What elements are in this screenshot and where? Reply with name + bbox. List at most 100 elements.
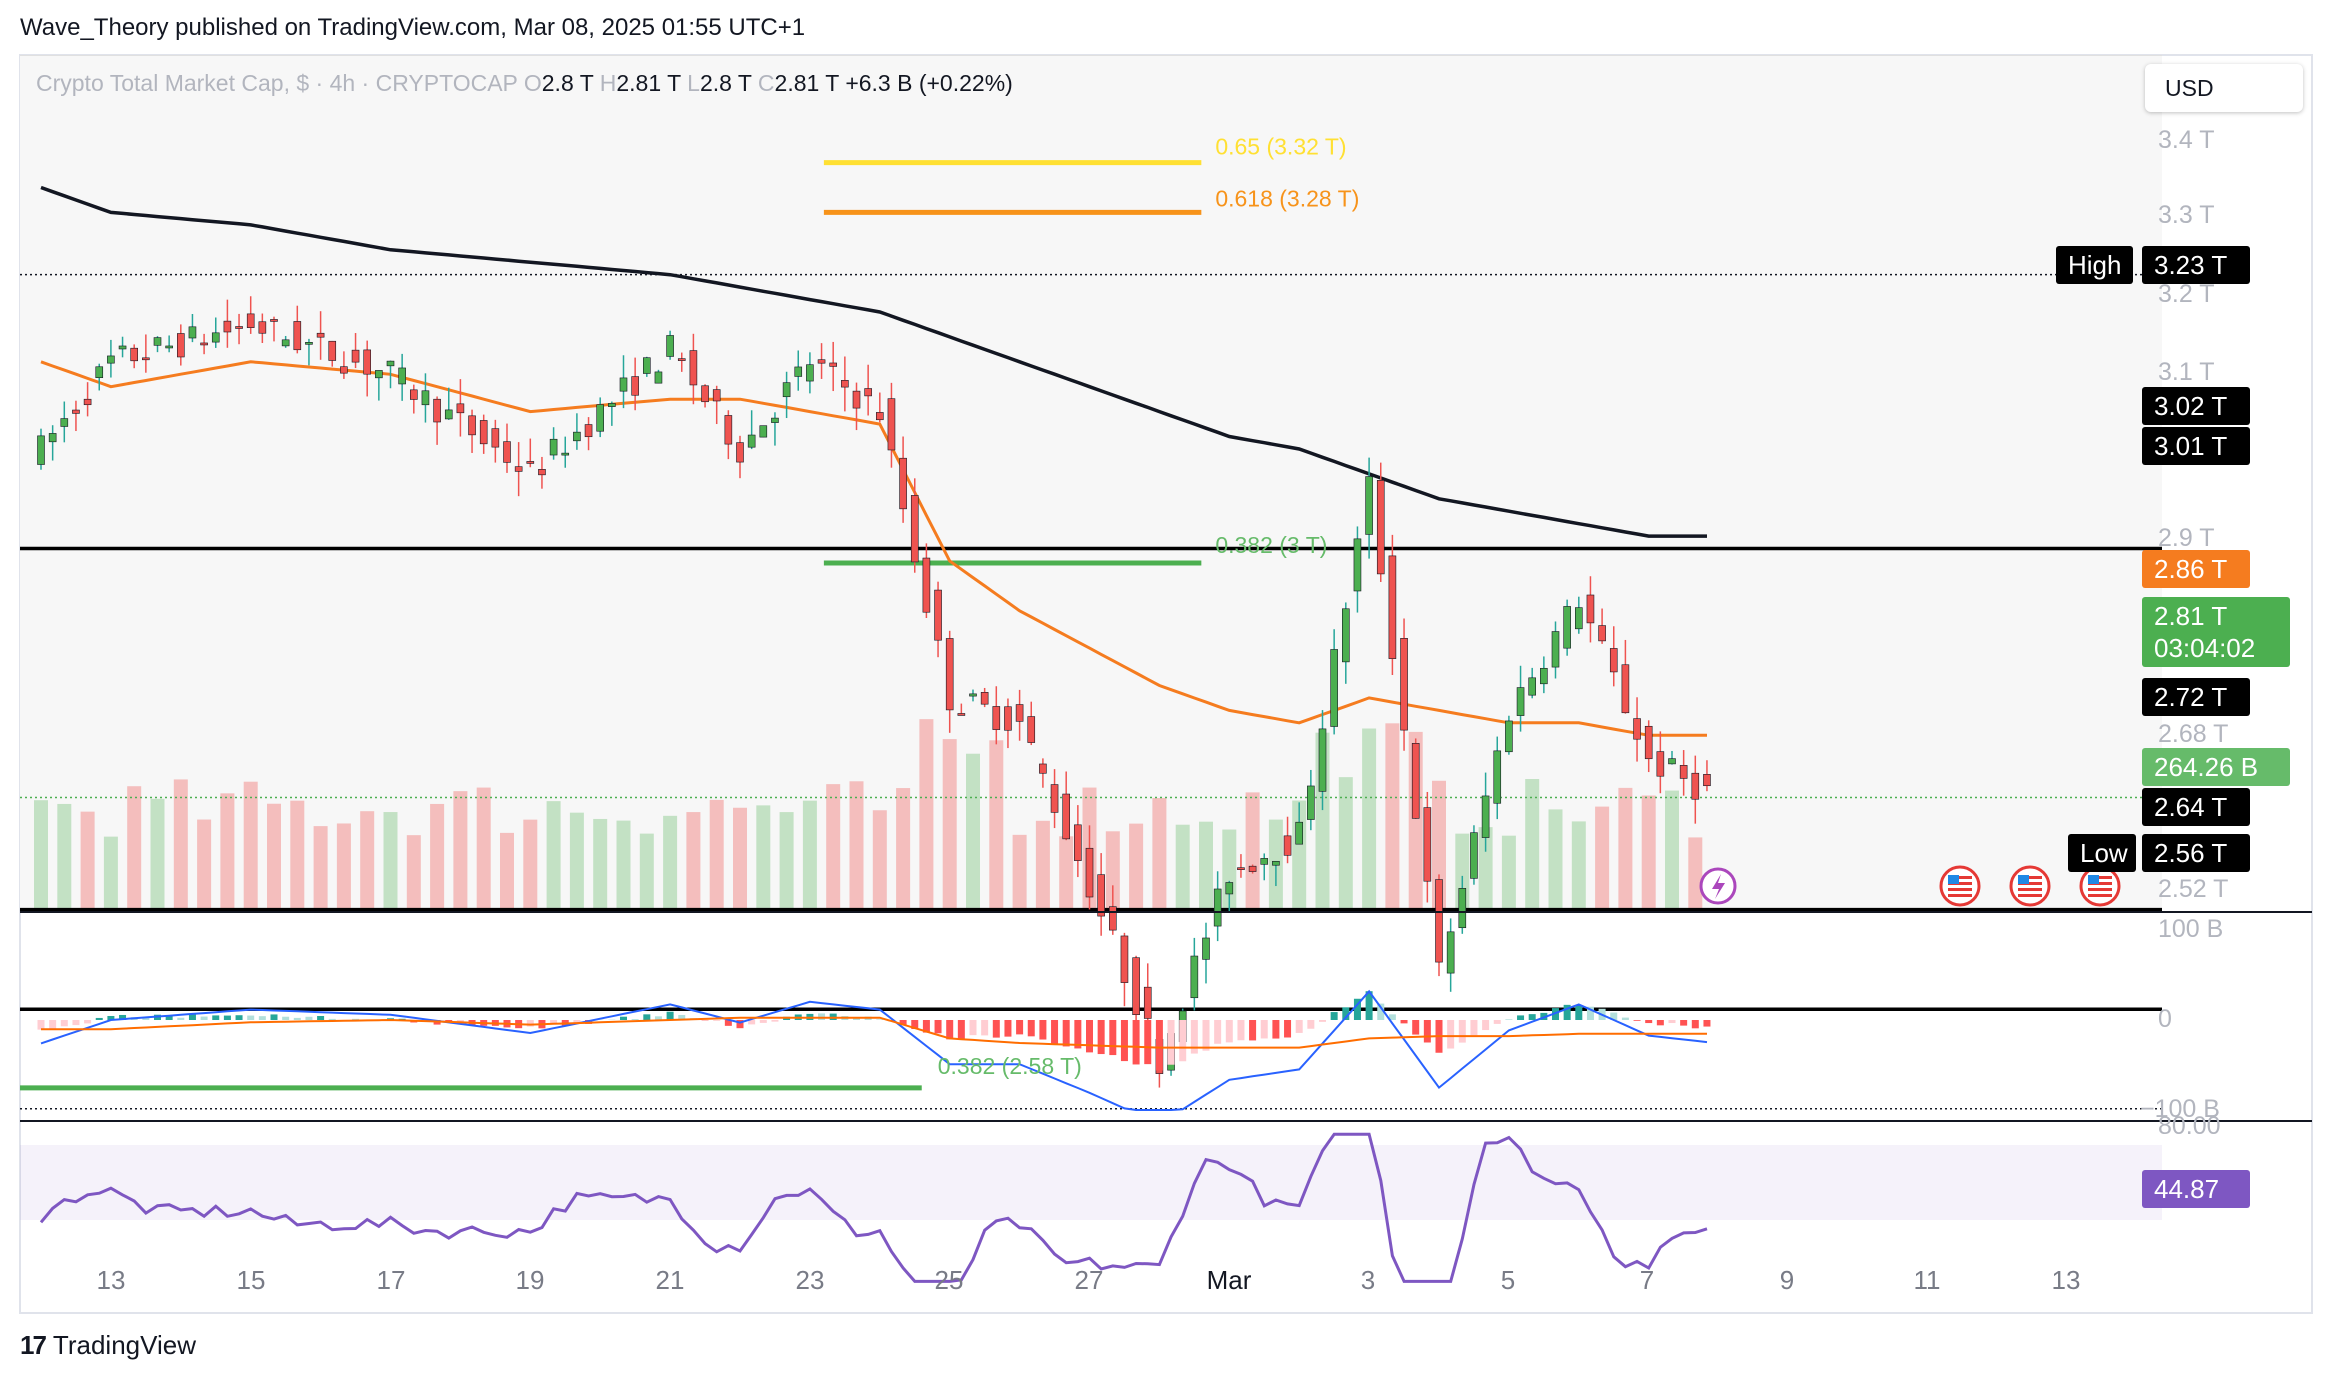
date-label: 21: [655, 1265, 685, 1295]
date-label: 3: [1360, 1265, 1376, 1295]
currency-button[interactable]: USD: [2145, 64, 2303, 112]
candle-body: [1493, 750, 1502, 804]
date-label: 23: [795, 1265, 825, 1295]
macd-histogram-bar: [1691, 1020, 1699, 1029]
volume-bar: [826, 784, 841, 908]
macd-histogram-bar: [1423, 1020, 1431, 1043]
date-label: 7: [1639, 1265, 1655, 1295]
volume-bar: [1012, 834, 1027, 908]
candle-body: [1458, 888, 1467, 929]
us-flag-event-icon: [2018, 876, 2042, 879]
macd-histogram-bar: [107, 1015, 115, 1020]
legend-open: 2.8 T: [541, 70, 594, 96]
footer-brand[interactable]: 17 TradingView: [20, 1330, 196, 1361]
candle-body: [270, 319, 278, 322]
macd-histogram-bar: [119, 1014, 127, 1020]
us-flag-event-icon: [2088, 888, 2112, 891]
candle-body: [1318, 728, 1327, 792]
volume-bar: [523, 819, 538, 908]
date-label: 15: [236, 1265, 266, 1295]
volume-bar: [593, 818, 608, 908]
macd-histogram-bar: [678, 1014, 686, 1020]
us-flag-event-icon: [2079, 865, 2121, 907]
candle-body: [1237, 867, 1245, 870]
macd-histogram-bar: [654, 1016, 662, 1020]
candle-body: [724, 415, 733, 445]
macd-histogram-bar: [1120, 1020, 1128, 1062]
candle-body: [934, 589, 942, 641]
macd-histogram-bar: [876, 1019, 884, 1020]
candle-body: [1400, 638, 1408, 731]
candle-body: [1272, 860, 1280, 866]
chart-legend: Crypto Total Market Cap, $ · 4h · CRYPTO…: [36, 70, 1013, 96]
volume-bar: [779, 812, 794, 908]
macd-histogram-bar: [946, 1020, 954, 1040]
macd-histogram-bar: [352, 1018, 360, 1020]
macd-histogram-bar: [969, 1020, 977, 1036]
macd-histogram-bar: [771, 1020, 779, 1022]
candle-body: [514, 466, 523, 472]
candle-body: [841, 380, 849, 388]
volume-bar: [569, 812, 584, 908]
candle-body: [666, 335, 674, 357]
macd-histogram-bar: [1051, 1020, 1059, 1044]
candle-body: [409, 389, 418, 400]
us-flag-event-icon: [2088, 876, 2112, 879]
date-label: 11: [1913, 1265, 1941, 1295]
macd-histogram-bar: [1167, 1020, 1175, 1065]
macd-histogram-bar: [1319, 1020, 1326, 1022]
volume-bar: [849, 781, 864, 908]
candle-body: [538, 469, 546, 476]
candle-body: [1446, 931, 1455, 974]
last-price-value: 2.81 T: [2154, 601, 2228, 631]
candle-body: [1143, 986, 1152, 1019]
candle-body: [910, 495, 919, 563]
volume-bar: [103, 836, 118, 908]
volume-bar: [1105, 831, 1120, 908]
candle-body: [596, 404, 605, 432]
macd-histogram-bar: [957, 1020, 965, 1039]
macd-histogram-bar: [1237, 1020, 1245, 1041]
macd-histogram-bar: [573, 1020, 581, 1024]
date-label: 13: [96, 1265, 126, 1295]
candle-body: [957, 713, 966, 716]
candle-body: [806, 364, 814, 382]
macd-histogram-bar: [1342, 1007, 1350, 1020]
level-2.72-tag: 2.72 T: [2142, 678, 2250, 716]
candle-body: [1283, 835, 1292, 856]
macd-histogram-bar: [1062, 1020, 1070, 1047]
candle-body: [1330, 649, 1338, 727]
volume-bar: [220, 793, 235, 908]
candle-body: [1703, 774, 1711, 787]
date-label: 13: [2051, 1265, 2081, 1295]
macd-histogram-bar: [550, 1020, 558, 1024]
candle-body: [1307, 785, 1315, 820]
volume-bar: [872, 810, 887, 908]
macd-histogram-bar: [643, 1014, 651, 1020]
date-label: 19: [515, 1265, 545, 1295]
us-flag-event-icon: [2018, 875, 2029, 884]
fib-0.382-lower-label: 0.382 (2.58 T): [938, 1053, 1082, 1079]
macd-histogram-bar: [270, 1014, 278, 1020]
macd-histogram-bar: [1190, 1020, 1198, 1054]
candle-body: [200, 342, 208, 346]
macd-histogram-bar: [398, 1018, 406, 1020]
price-tick: 2.9 T: [2158, 524, 2215, 552]
date-label: Mar: [1206, 1265, 1252, 1295]
candle-body: [1097, 874, 1105, 917]
candle-body: [246, 313, 255, 328]
candle-body: [386, 360, 395, 367]
candle-body: [188, 326, 197, 339]
macd-histogram-bar: [1621, 1017, 1629, 1020]
volume-bar: [663, 815, 678, 908]
candle-body: [573, 431, 581, 442]
volume-bar: [639, 833, 654, 908]
macd-histogram-bar: [620, 1016, 627, 1020]
candle-body: [1376, 480, 1385, 575]
volume-bar: [1432, 780, 1446, 908]
price-tick: 3.3 T: [2158, 201, 2215, 229]
candle-body: [1598, 625, 1606, 642]
macd-histogram-bar: [1680, 1020, 1688, 1026]
candle-body: [1248, 865, 1257, 872]
